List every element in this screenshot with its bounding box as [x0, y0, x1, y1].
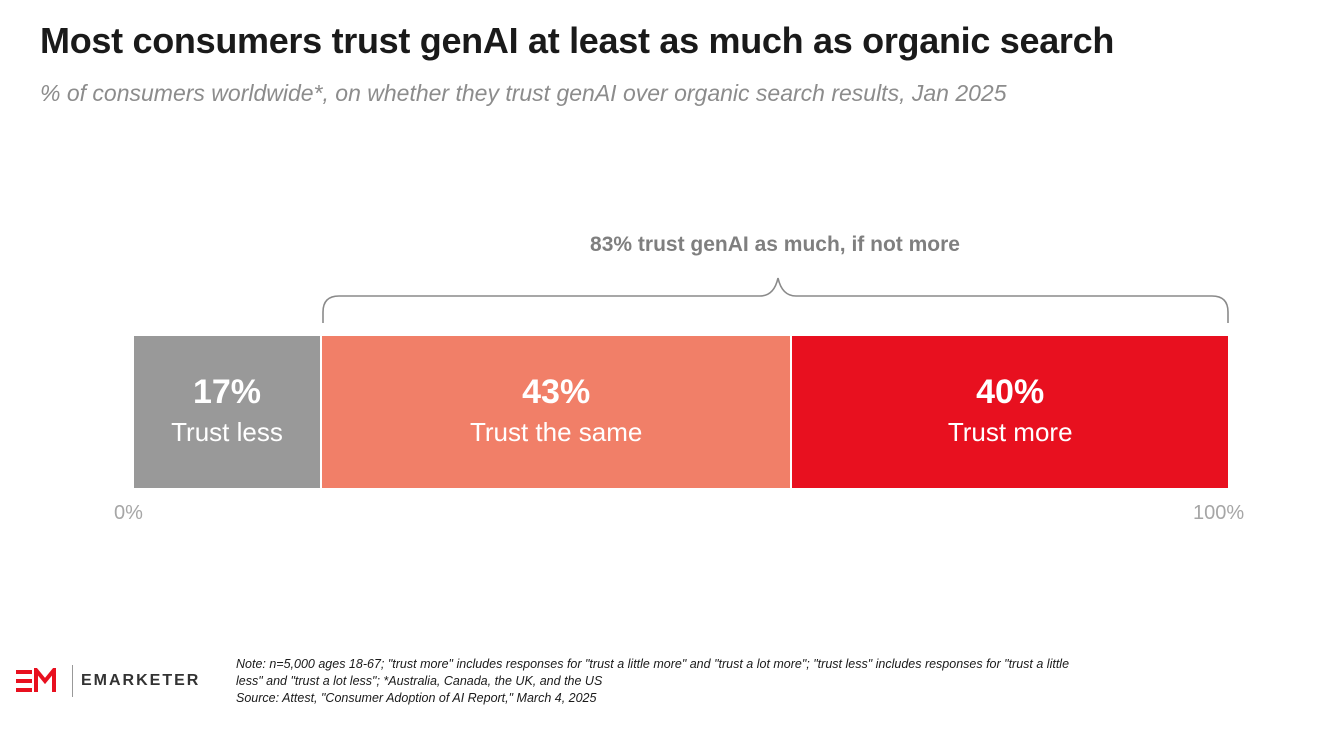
data-label-category: Trust less: [171, 417, 283, 447]
stacked-bar: 17% Trust less 43% Trust the same 40% Trust m…: [134, 336, 1228, 488]
data-label-value: 40%: [976, 373, 1045, 411]
logo-text: EMARKETER: [81, 672, 201, 689]
note-line-1: Note: n=5,000 ages 18-67; "trust more" i…: [236, 657, 1070, 671]
axis-min-label: 0%: [114, 502, 143, 524]
emarketer-logo: EMARKETER: [16, 665, 200, 697]
logo-divider: [72, 665, 73, 697]
annotation-brace: [322, 277, 1229, 323]
annotation-text: 83% trust genAI as much, if not more: [590, 233, 960, 256]
data-label-value: 17%: [192, 373, 262, 411]
data-label-category: Trust the same: [469, 417, 643, 447]
data-label-value: 43%: [522, 373, 591, 411]
source-line: Source: Attest, "Consumer Adoption of AI…: [236, 691, 597, 705]
axis-max-label: 100%: [1193, 502, 1245, 524]
bar-segment-trust-less: 17% Trust less: [134, 336, 320, 488]
chart-notes: Note: n=5,000 ages 18-67; "trust more" i…: [236, 656, 1296, 707]
bar-segment-trust-the-same: 43% Trust the same: [319, 336, 791, 488]
chart-subtitle: % of consumers worldwide*, on whether th…: [40, 80, 1007, 106]
bar-segment-trust-more: 40% Trust more: [790, 336, 1228, 488]
annotation-brace-path: [322, 277, 1229, 323]
em-logo-icon: [16, 668, 64, 694]
data-label-category: Trust more: [947, 417, 1073, 447]
note-line-2: less" and "trust a lot less"; *Australia…: [236, 674, 603, 688]
chart-title: Most consumers trust genAI at least as m…: [40, 20, 1115, 61]
